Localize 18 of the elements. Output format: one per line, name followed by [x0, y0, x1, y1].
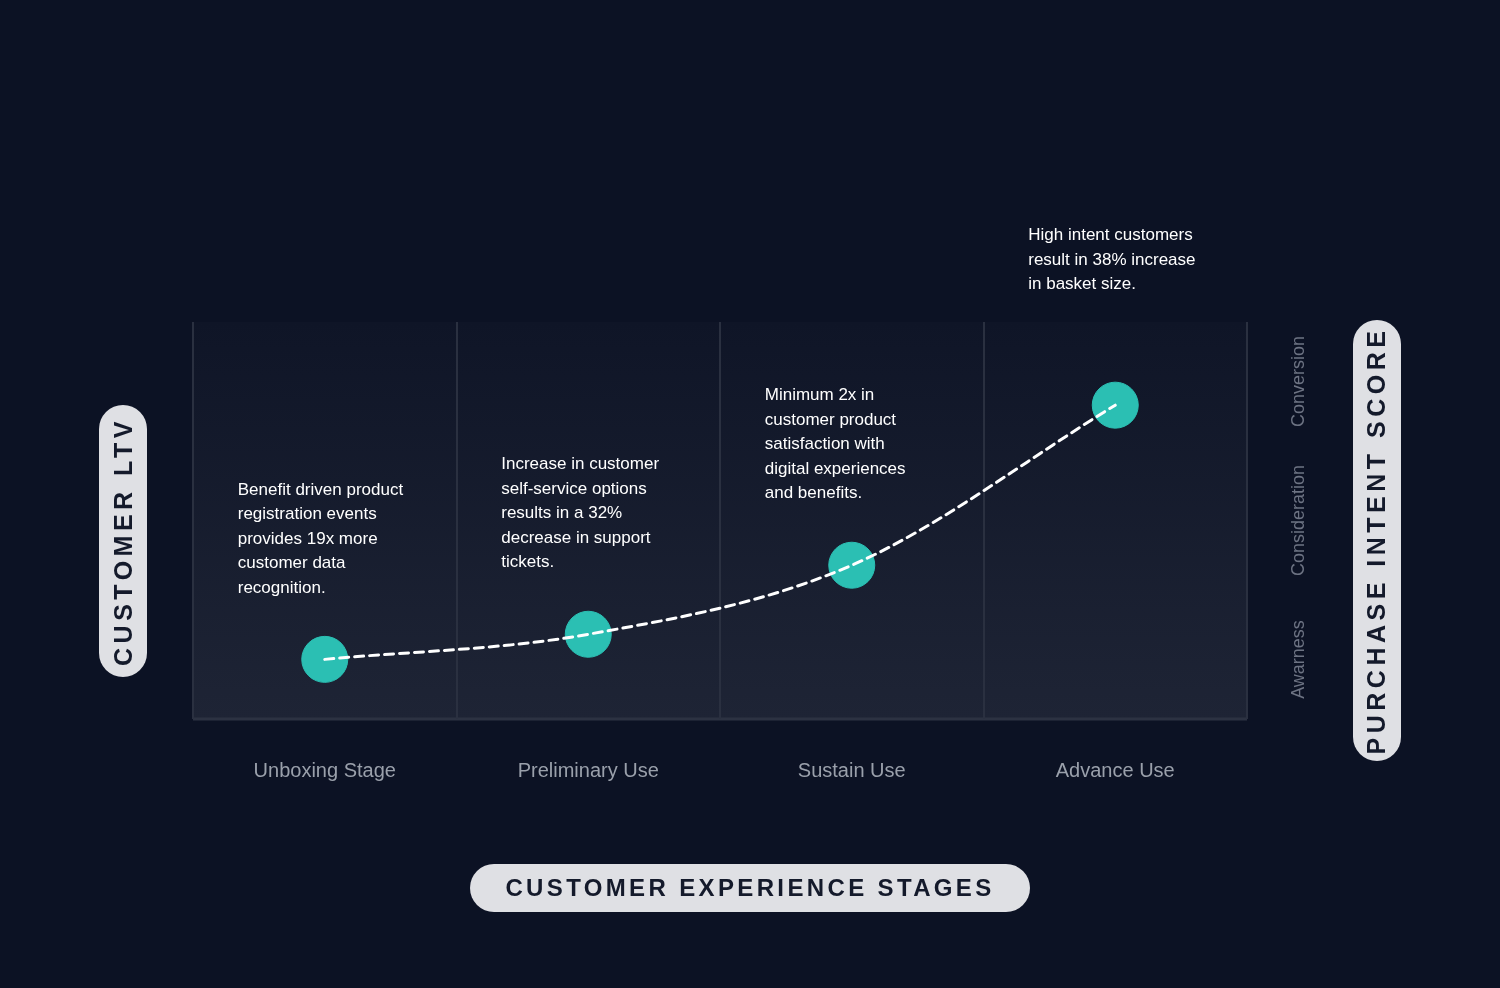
- annotation: Increase in customer self-service options results in a 32% decrease in support tickets.: [501, 454, 660, 572]
- x-tick-label: Unboxing Stage: [253, 758, 396, 781]
- annotation: Benefit driven product registration events provides 19x more customer data recognition.: [237, 479, 404, 597]
- point: [828, 541, 876, 589]
- x-axis-title: CUSTOMER EXPERIENCE STAGES: [470, 864, 1030, 912]
- text: High intent customers result in 38% increase in basket size.: [1028, 225, 1196, 294]
- x-tick-label: Sustain Use: [797, 758, 906, 781]
- text: Awarness: [1287, 620, 1308, 699]
- point: [564, 610, 612, 658]
- point: [301, 635, 349, 683]
- point: [1091, 381, 1139, 429]
- annotation: Minimum 2x in customer product satisfaction with digital experiences and benefits.: [764, 385, 906, 503]
- text: Consideration: [1287, 464, 1308, 577]
- y-axis-title: CUSTOMER LTV: [108, 416, 138, 666]
- x-tick-label: Preliminary Use: [517, 758, 659, 781]
- text: Conversion: [1287, 335, 1308, 428]
- x-tick-label: Advance Use: [1055, 758, 1175, 781]
- y2-axis-title: PURCHASE INTENT SCORE: [1362, 326, 1392, 755]
